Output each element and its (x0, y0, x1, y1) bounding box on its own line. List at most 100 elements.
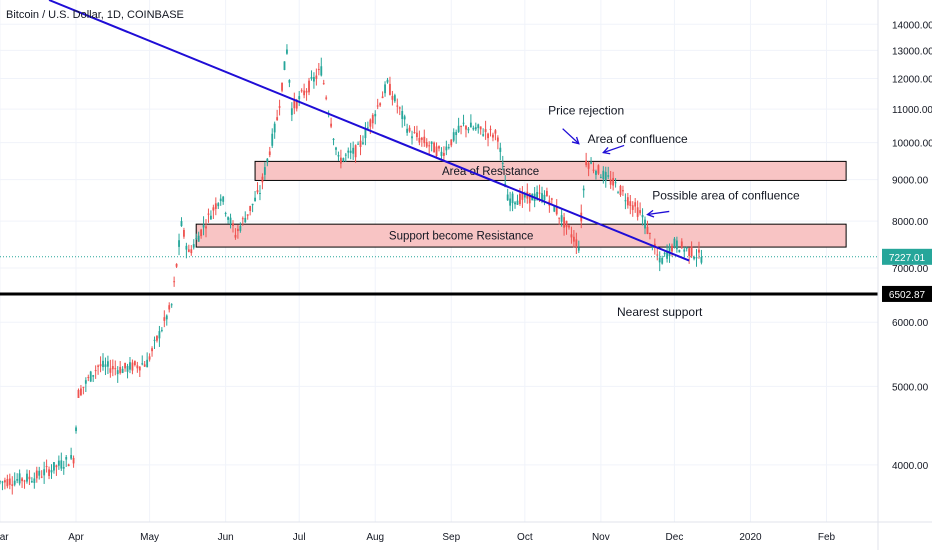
candle-body (393, 95, 396, 102)
candle-body (658, 257, 661, 263)
candle-body (477, 124, 480, 129)
candle-body (416, 132, 418, 138)
candle-body (300, 90, 303, 92)
candle-body (143, 364, 146, 367)
annotation-arrow (562, 128, 580, 145)
candle-body (263, 167, 266, 175)
candle-body (465, 125, 467, 130)
candle-body (521, 192, 524, 200)
candle-body (391, 96, 394, 100)
candle-body (357, 143, 359, 145)
candle-body (492, 134, 494, 138)
candle-body (97, 365, 100, 367)
candle-body (663, 252, 666, 255)
candle-body (700, 257, 703, 263)
candle-body (246, 214, 249, 216)
y-tick-label: 12000.00 (892, 74, 932, 85)
candle-body (313, 77, 315, 82)
candle-body (430, 141, 433, 144)
candle-body (590, 162, 592, 164)
candle-body (244, 217, 247, 223)
marked-level-badge (882, 285, 932, 302)
candle-body (636, 207, 639, 217)
grid (0, 0, 878, 522)
candle-body (325, 97, 328, 99)
candle-body (106, 361, 109, 367)
candle-body (496, 137, 499, 142)
candle-body (62, 467, 65, 469)
candle-body (641, 214, 644, 218)
candle-body (401, 111, 404, 120)
candle-body (126, 365, 129, 372)
candle-body (281, 82, 283, 91)
candle-body (232, 223, 234, 226)
candle-body (344, 154, 347, 156)
annotation-label: Area of confluence (588, 132, 688, 146)
marked-level-label: 6502.87 (889, 290, 926, 301)
annotation-arrowhead (571, 136, 580, 145)
candle-body (227, 217, 230, 220)
y-tick-label: 6000.00 (892, 318, 929, 329)
candle-body (646, 226, 649, 234)
candle-body (536, 192, 539, 199)
candle-body (376, 105, 379, 107)
candle-body (371, 114, 374, 124)
candle-body (35, 470, 38, 479)
candle-body (560, 215, 563, 222)
candle-body (200, 229, 203, 237)
candle-body (332, 138, 335, 141)
x-tick-label: Oct (517, 532, 533, 543)
candle-body (366, 127, 369, 129)
annotation-label: Possible area of confluence (652, 189, 800, 203)
candle-body (648, 232, 651, 234)
candle-body (553, 206, 556, 212)
candle-body (322, 83, 325, 85)
candle-body (224, 213, 227, 215)
candle-body (175, 263, 178, 267)
candle-body (656, 254, 659, 256)
candle-body (330, 123, 333, 127)
candle-body (187, 249, 190, 252)
candle-body (509, 198, 512, 206)
y-tick-label: 11000.00 (892, 105, 932, 116)
y-tick-label: 7000.00 (892, 264, 929, 275)
candle-body (626, 197, 629, 206)
candle-body (6, 479, 9, 487)
candle-body (599, 176, 602, 178)
candle-body (271, 133, 274, 146)
candle-body (563, 217, 565, 228)
candle-body (87, 377, 90, 379)
candle-body (511, 193, 514, 204)
candle-body (396, 105, 399, 107)
candle-body (420, 137, 423, 140)
candle-body (241, 218, 244, 220)
candle-body (239, 225, 242, 231)
candle-body (384, 84, 386, 94)
candle-body (151, 348, 153, 352)
candle-body (501, 162, 504, 164)
candle-body (545, 190, 548, 197)
candle-body (528, 193, 531, 204)
annotation-label: Nearest support (617, 305, 703, 319)
candle-body (609, 179, 612, 185)
candle-body (359, 140, 362, 147)
candle-body (435, 146, 438, 156)
candle-body (487, 133, 489, 139)
candle-body (369, 119, 372, 127)
annotation-arrow (647, 210, 670, 216)
candle-body (523, 193, 526, 198)
candle-body (273, 123, 276, 133)
candle-body (354, 145, 357, 158)
candle-body (222, 196, 225, 202)
candle-body (482, 134, 485, 136)
candle-body (587, 162, 590, 169)
candle-body (28, 476, 31, 480)
candle-body (617, 192, 619, 194)
candle-body (335, 147, 337, 150)
candle-body (141, 363, 144, 365)
candle-body (479, 126, 482, 130)
candle-body (452, 132, 455, 141)
candle-body (146, 359, 149, 368)
